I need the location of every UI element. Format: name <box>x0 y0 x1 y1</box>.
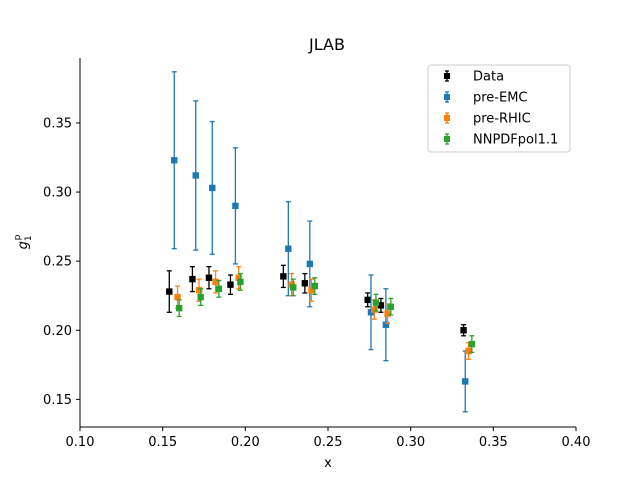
data-point <box>382 321 390 328</box>
data-point <box>280 273 287 280</box>
legend-label: pre-RHIC <box>473 112 531 127</box>
data-point <box>166 288 173 295</box>
y-axis-label: g1p <box>13 234 34 249</box>
data-point <box>237 278 244 286</box>
axes-layer: 0.10 0.15 0.20 0.25 0.30 0.35 0.40 0.15 0.20 0.25… <box>43 58 590 450</box>
data-point <box>171 157 178 164</box>
data-point <box>468 340 476 348</box>
legend-entry-pre-emc: pre-EMC <box>444 91 528 106</box>
x-tick-label: 0.40 <box>562 435 591 450</box>
data-point <box>308 286 315 294</box>
x-tick-label: 0.20 <box>231 435 260 450</box>
data-point <box>290 284 297 291</box>
x-tick-label: 0.30 <box>396 435 425 450</box>
data-point <box>306 260 314 268</box>
data-point <box>197 293 204 301</box>
data-point <box>189 275 196 283</box>
y-tick-label: 0.30 <box>43 186 72 201</box>
data-point <box>232 202 239 210</box>
x-tick-label: 0.35 <box>479 435 508 450</box>
legend-frame <box>427 64 571 153</box>
series-nnpdfpol1-1 <box>176 272 476 354</box>
legend-label: Data <box>473 70 504 85</box>
data-point <box>387 303 395 310</box>
legend-marker <box>444 73 450 79</box>
legend-marker <box>444 94 450 100</box>
legend-label: pre-EMC <box>473 91 528 106</box>
data-point <box>285 245 292 252</box>
data-point <box>364 296 371 304</box>
legend-marker <box>444 136 450 142</box>
data-point <box>311 282 318 290</box>
data-point <box>372 299 380 306</box>
y-axis-label-sup: p <box>13 234 23 240</box>
y-tick-label: 0.20 <box>43 324 72 339</box>
x-tick-label: 0.10 <box>66 435 95 450</box>
data-point <box>367 309 375 316</box>
data-point <box>195 286 203 294</box>
y-tick-label: 0.15 <box>43 393 72 408</box>
data-point <box>227 281 234 288</box>
y-tick-label: 0.25 <box>43 255 72 270</box>
data-point <box>215 285 223 292</box>
data-point <box>235 274 242 281</box>
data-point <box>301 280 309 287</box>
data-point <box>465 347 472 355</box>
data-point <box>377 302 385 309</box>
data-point <box>371 306 378 313</box>
data-point <box>384 310 391 317</box>
legend-label: NNPDFpol1.1 <box>473 133 558 148</box>
chart-title: JLAB <box>308 35 345 54</box>
series-data <box>166 264 467 337</box>
data-point <box>192 172 199 179</box>
y-axis-label-main: g <box>16 241 31 249</box>
data-point <box>176 304 183 312</box>
data-point <box>209 184 216 192</box>
y-tick-label: 0.35 <box>43 116 72 131</box>
x-axis-label: x <box>324 456 332 471</box>
legend: Data pre-EMC pre-RHIC NNPDFpol1.1 <box>427 64 571 153</box>
legend-entry-data: Data <box>444 70 504 85</box>
legend-marker <box>444 115 450 121</box>
y-axis-label-sub: 1 <box>24 235 34 241</box>
legend-entry-nnpdfpol1-1: NNPDFpol1.1 <box>444 133 558 148</box>
data-point <box>460 327 467 334</box>
data-point <box>212 278 219 286</box>
data-point <box>205 274 213 281</box>
legend-entry-pre-rhic: pre-RHIC <box>444 112 531 127</box>
data-point <box>462 378 469 385</box>
data-point <box>174 293 181 301</box>
data-layer <box>166 71 476 413</box>
x-tick-label: 0.25 <box>314 435 343 450</box>
x-tick-label: 0.15 <box>148 435 177 450</box>
